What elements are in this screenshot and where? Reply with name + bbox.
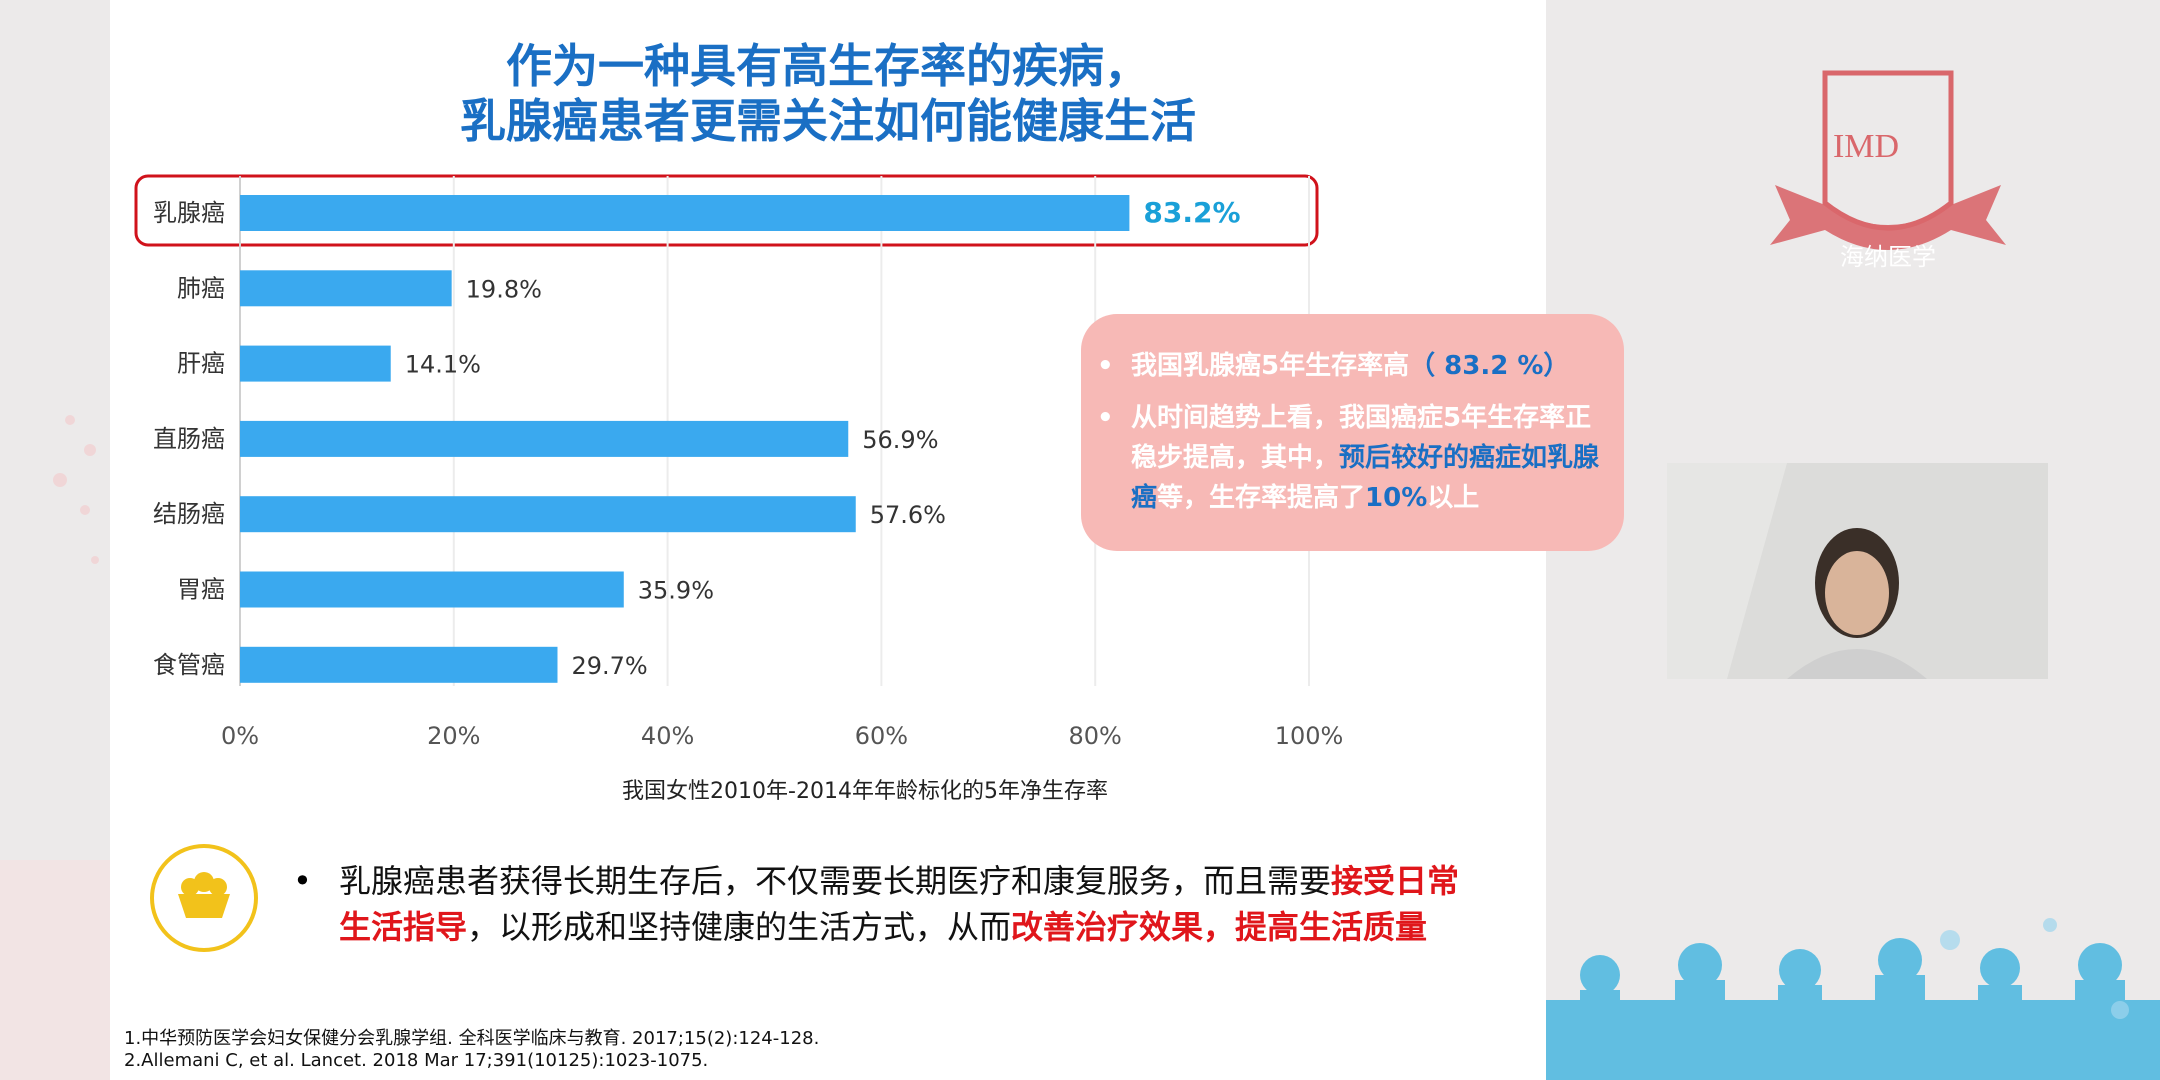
slide: 作为一种具有高生存率的疾病， 乳腺癌患者更需关注如何能健康生活 0% 20% 40%…	[110, 0, 1624, 1080]
x-tick-label: 60%	[855, 722, 908, 750]
highlight-frame	[134, 174, 1319, 247]
x-tick-label: 80%	[1069, 722, 1122, 750]
callout-box: • 我国乳腺癌5年生存率高（ 83.2 %） • 从时间趋势上看，我国癌症5年生存率…	[1081, 314, 1624, 551]
value-label: 29.7%	[571, 652, 647, 680]
slide-title: 作为一种具有高生存率的疾病，	[506, 39, 1150, 93]
value-label: 19.8%	[466, 275, 542, 303]
y-tick-label: 食管癌	[153, 651, 225, 679]
y-tick-label: 结肠癌	[153, 500, 225, 528]
bar	[240, 270, 452, 307]
slide-title: 乳腺癌患者更需关注如何能健康生活	[460, 94, 1196, 148]
food-icon	[150, 844, 258, 952]
callout-highlight: 10%	[1365, 483, 1428, 513]
bullet-dot: •	[293, 862, 312, 900]
bar	[240, 496, 856, 533]
logo: IMD 海纳医学	[1770, 70, 2006, 271]
bar-chart: 0% 20% 40% 60% 80% 100% 我国女性2010年-2014年年龄标化的5年…	[134, 174, 1344, 804]
bar	[240, 646, 558, 683]
value-label: 83.2%	[1143, 196, 1240, 229]
y-tick-label: 直肠癌	[153, 425, 225, 453]
x-tick-label: 0%	[221, 722, 259, 750]
y-tick-label: 乳腺癌	[153, 199, 225, 227]
value-label: 57.6%	[870, 501, 946, 529]
text: ，以形成和坚持健康的生活方式，从而	[467, 908, 1012, 946]
logo-subtitle: 海纳医学	[1840, 243, 1936, 271]
callout-text: 从时间趋势上看，我国癌症5年生存率正稳步提高，其中，	[1131, 403, 1592, 473]
callout-text: 我国乳腺癌5年生存率高	[1131, 351, 1410, 381]
callout-highlight: （ 83.2 %）	[1409, 351, 1570, 381]
bullet-text: 乳腺癌患者获得长期生存后，不仅需要长期医疗和康复服务，而且需要接受日常生活指导，…	[339, 858, 1469, 950]
callout-item: • 我国乳腺癌5年生存率高（ 83.2 %）	[1097, 351, 1570, 381]
y-tick-label: 肝癌	[177, 350, 225, 378]
x-tick-label: 100%	[1275, 722, 1344, 750]
reference: 2.Allemani C, et al. Lancet. 2018 Mar 17…	[124, 1050, 709, 1071]
x-tick-label: 20%	[427, 722, 480, 750]
x-tick-label: 40%	[641, 722, 694, 750]
bar	[240, 345, 391, 382]
y-tick-label: 胃癌	[177, 576, 225, 604]
emphasis: 接受日常生活指导	[339, 862, 1460, 946]
callout-text: 以上	[1427, 483, 1480, 513]
callout-text: 等，生存率提高了	[1157, 483, 1366, 513]
callout-highlight: 预后较好的癌症如乳腺癌	[1131, 443, 1600, 513]
webcam-video	[1667, 463, 2048, 679]
value-label: 35.9%	[638, 577, 714, 605]
emphasis: 改善治疗效果，提高生活质量	[1011, 908, 1428, 946]
text: 乳腺癌患者获得长期生存后，不仅需要长期医疗和康复服务，而且需要	[339, 862, 1332, 900]
value-label: 14.1%	[405, 351, 481, 379]
reference: 1.中华预防医学会妇女保健分会乳腺学组. 全科医学临床与教育. 2017;15(…	[124, 1028, 820, 1049]
y-tick-label: 肺癌	[177, 274, 225, 302]
webcam-image	[1667, 463, 2048, 679]
logo-text: IMD	[1833, 128, 1899, 165]
value-label: 56.9%	[862, 426, 938, 454]
bar	[240, 195, 1130, 231]
bar	[240, 420, 849, 457]
bar	[240, 571, 624, 608]
x-axis-title: 我国女性2010年-2014年年龄标化的5年净生存率	[622, 779, 1108, 804]
callout-item: • 从时间趋势上看，我国癌症5年生存率正稳步提高，其中，预后较好的癌症如乳腺癌等，…	[1097, 403, 1600, 513]
